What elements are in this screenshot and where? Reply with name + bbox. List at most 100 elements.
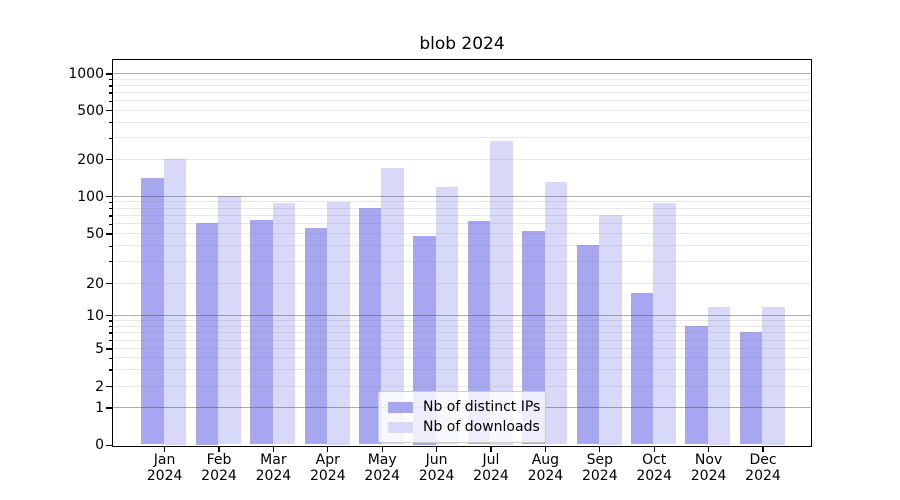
- y-minor-tick-mark: [108, 85, 112, 87]
- y-minor-tick-mark: [108, 245, 112, 247]
- gridline-minor: [113, 325, 811, 327]
- gridline-minor: [113, 100, 811, 102]
- y-tick-mark: [106, 195, 112, 198]
- bar-downloads-nov: [707, 306, 731, 445]
- gridline-minor: [113, 207, 811, 209]
- gridline-minor: [113, 233, 811, 235]
- gridline-minor: [113, 357, 811, 359]
- y-tick-mark: [106, 110, 112, 112]
- legend-swatch-ips: [388, 401, 413, 413]
- gridline-major: [113, 315, 811, 317]
- bar-ips-sep: [576, 245, 599, 445]
- x-tick-label: Jul 2024: [473, 452, 509, 484]
- bar-ips-jan: [141, 177, 164, 445]
- gridline-major: [113, 73, 811, 75]
- x-tick-mark: [544, 447, 547, 452]
- y-tick-mark: [106, 73, 112, 75]
- y-minor-tick-mark: [108, 137, 112, 139]
- y-tick-label: 100: [77, 188, 104, 205]
- x-tick-mark: [707, 447, 710, 452]
- legend-item-distinct-ips: Nb of distinct IPs: [388, 399, 540, 415]
- y-tick-label: 500: [77, 102, 104, 119]
- y-tick-label: 1: [95, 400, 104, 417]
- bar-ips-mar: [250, 219, 273, 445]
- bar-ips-feb: [195, 222, 219, 445]
- bar-downloads-oct: [653, 203, 676, 445]
- bar-ips-dec: [739, 332, 763, 445]
- gridline-minor: [113, 260, 811, 262]
- y-minor-tick-mark: [108, 261, 112, 263]
- y-tick-mark: [106, 407, 112, 409]
- bar-downloads-feb: [218, 195, 241, 445]
- x-tick-label: Oct 2024: [636, 452, 672, 484]
- bar-downloads-sep: [599, 215, 622, 445]
- y-minor-tick-mark: [108, 122, 112, 124]
- y-tick-label: 1000: [68, 66, 104, 83]
- y-tick-mark: [106, 282, 112, 285]
- y-tick-label: 200: [77, 151, 104, 168]
- x-tick-mark: [653, 447, 655, 452]
- y-minor-tick-mark: [108, 208, 112, 210]
- gridline-minor: [113, 320, 811, 322]
- y-minor-tick-mark: [108, 215, 112, 217]
- y-minor-tick-mark: [108, 332, 112, 334]
- x-tick-mark: [762, 447, 764, 452]
- x-tick-label: Jun 2024: [418, 452, 455, 484]
- y-tick-mark: [106, 444, 112, 446]
- bar-ips-oct: [630, 293, 654, 445]
- gridline-minor: [113, 339, 811, 341]
- y-minor-tick-mark: [108, 369, 112, 371]
- bar-downloads-apr: [327, 202, 350, 445]
- gridline-minor: [113, 332, 811, 334]
- y-tick-mark: [106, 159, 112, 161]
- legend-swatch-downloads: [388, 421, 413, 433]
- gridline-minor: [113, 201, 811, 203]
- gridline-minor: [113, 78, 811, 80]
- x-tick-label: Sep 2024: [581, 452, 618, 484]
- grid-layer: [113, 60, 811, 446]
- gridline-minor: [113, 215, 811, 216]
- gridline-minor: [113, 369, 811, 371]
- bar-downloads-mar: [272, 202, 296, 445]
- y-tick-label: 10: [86, 307, 104, 324]
- x-tick-mark: [435, 447, 438, 452]
- gridline-minor: [113, 92, 811, 94]
- y-tick-label: 50: [86, 226, 104, 243]
- bar-ips-apr: [304, 228, 327, 445]
- legend-label-downloads: Nb of downloads: [423, 419, 540, 435]
- x-tick-mark: [381, 447, 383, 452]
- gridline-minor: [113, 348, 811, 350]
- x-tick-mark: [599, 447, 601, 452]
- x-tick-label: Aug 2024: [527, 452, 564, 484]
- y-minor-tick-mark: [108, 100, 112, 102]
- x-tick-label: May 2024: [364, 452, 400, 484]
- y-tick-label: 0: [95, 437, 104, 454]
- gridline-minor: [113, 245, 811, 247]
- x-tick-label: Apr 2024: [309, 452, 346, 484]
- x-tick-label: Feb 2024: [201, 452, 237, 484]
- y-tick-label: 5: [95, 341, 104, 358]
- y-tick-mark: [106, 233, 112, 235]
- plot-area: Nb of distinct IPs Nb of downloads: [112, 59, 812, 447]
- y-minor-tick-mark: [108, 201, 112, 203]
- chart-title: blob 2024: [419, 34, 505, 54]
- legend-item-downloads: Nb of downloads: [388, 419, 540, 435]
- x-tick-label: Mar 2024: [255, 452, 292, 484]
- bar-downloads-aug: [544, 181, 568, 445]
- gridline-minor: [113, 159, 811, 160]
- y-minor-tick-mark: [108, 92, 112, 94]
- gridline-minor: [113, 223, 811, 225]
- gridline-minor: [113, 85, 811, 87]
- x-tick-mark: [272, 447, 275, 452]
- y-tick-mark: [106, 385, 112, 388]
- x-tick-mark: [327, 447, 329, 452]
- bar-downloads-jul: [490, 141, 513, 445]
- gridline-major: [113, 195, 811, 197]
- gridline-minor: [113, 385, 811, 387]
- y-tick-label: 2: [95, 378, 104, 395]
- bar-downloads-jun: [435, 186, 459, 445]
- y-minor-tick-mark: [108, 79, 112, 81]
- gridline-minor: [113, 110, 811, 111]
- y-minor-tick-mark: [108, 325, 112, 328]
